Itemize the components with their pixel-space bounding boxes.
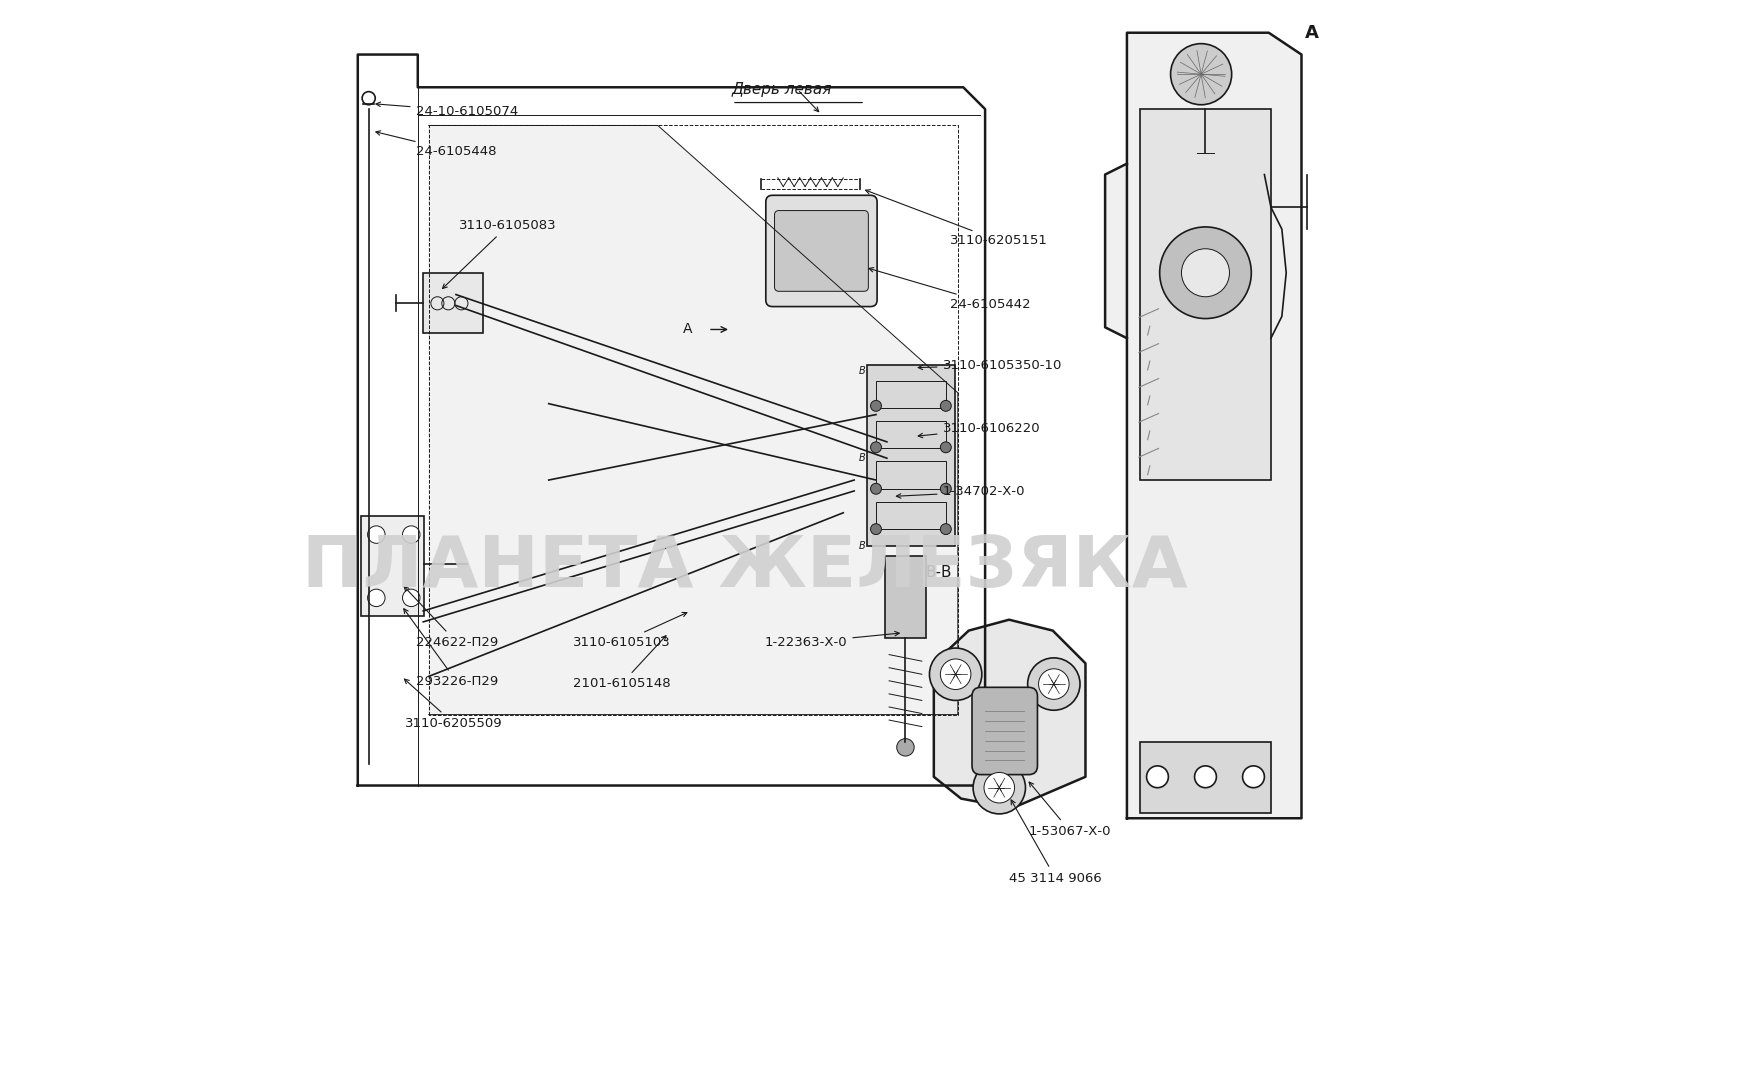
Bar <box>876 381 946 408</box>
Circle shape <box>985 772 1014 803</box>
Bar <box>1141 742 1270 813</box>
Text: 3110-6205151: 3110-6205151 <box>865 190 1048 248</box>
Text: 293226-П29: 293226-П29 <box>403 609 498 688</box>
Circle shape <box>941 442 951 453</box>
Bar <box>876 421 946 448</box>
Bar <box>885 556 927 638</box>
Text: 24-10-6105074: 24-10-6105074 <box>377 103 519 118</box>
Circle shape <box>1170 44 1232 105</box>
Circle shape <box>941 483 951 494</box>
Circle shape <box>403 589 420 607</box>
Text: 1-34702-Х-0: 1-34702-Х-0 <box>897 485 1025 499</box>
Circle shape <box>403 526 420 543</box>
Text: 3110-6105103: 3110-6105103 <box>573 612 687 649</box>
Text: 2101-6105148: 2101-6105148 <box>573 636 671 691</box>
Text: А: А <box>1305 24 1319 41</box>
Text: 24-6105448: 24-6105448 <box>377 131 496 158</box>
Text: 3110-6105350-10: 3110-6105350-10 <box>918 359 1062 372</box>
Circle shape <box>972 762 1025 814</box>
Bar <box>424 273 484 333</box>
Text: B: B <box>858 453 865 464</box>
Text: А: А <box>683 323 692 336</box>
Polygon shape <box>429 125 958 715</box>
Circle shape <box>871 442 881 453</box>
Circle shape <box>897 739 915 756</box>
Circle shape <box>1242 766 1265 788</box>
Circle shape <box>1195 766 1216 788</box>
Polygon shape <box>934 620 1086 810</box>
Circle shape <box>1146 766 1169 788</box>
Text: 24-6105442: 24-6105442 <box>869 267 1030 311</box>
Bar <box>361 516 424 616</box>
Circle shape <box>941 400 951 411</box>
Circle shape <box>368 526 385 543</box>
Text: 1-22363-Х-0: 1-22363-Х-0 <box>764 632 899 649</box>
Circle shape <box>941 659 971 690</box>
Text: Дверь левая: Дверь левая <box>732 82 832 97</box>
Circle shape <box>871 483 881 494</box>
Text: 45 3114 9066: 45 3114 9066 <box>1009 800 1102 885</box>
Text: 3110-6106220: 3110-6106220 <box>918 422 1041 437</box>
Text: B: B <box>858 365 865 376</box>
Bar <box>1141 109 1270 480</box>
Circle shape <box>871 524 881 535</box>
Circle shape <box>1160 227 1251 319</box>
Bar <box>867 365 955 546</box>
Text: ПЛАНЕТА ЖЕЛЕЗЯКА: ПЛАНЕТА ЖЕЛЕЗЯКА <box>303 532 1188 602</box>
Text: 1-53067-Х-0: 1-53067-Х-0 <box>1028 782 1111 838</box>
Circle shape <box>871 400 881 411</box>
Circle shape <box>1039 669 1069 699</box>
Polygon shape <box>1127 33 1302 818</box>
Bar <box>876 461 946 489</box>
FancyBboxPatch shape <box>972 687 1037 775</box>
FancyBboxPatch shape <box>774 211 869 291</box>
Bar <box>876 502 946 529</box>
Circle shape <box>930 648 981 700</box>
FancyBboxPatch shape <box>766 195 878 307</box>
Text: 224622-П29: 224622-П29 <box>405 587 498 649</box>
Text: B: B <box>858 540 865 551</box>
Circle shape <box>1028 658 1079 710</box>
Circle shape <box>368 589 385 607</box>
Text: 3110-6105083: 3110-6105083 <box>443 219 557 288</box>
Polygon shape <box>1106 164 1127 338</box>
Circle shape <box>1181 249 1230 297</box>
Circle shape <box>941 524 951 535</box>
Text: В-В: В-В <box>925 565 951 580</box>
Text: 3110-6205509: 3110-6205509 <box>405 679 503 730</box>
